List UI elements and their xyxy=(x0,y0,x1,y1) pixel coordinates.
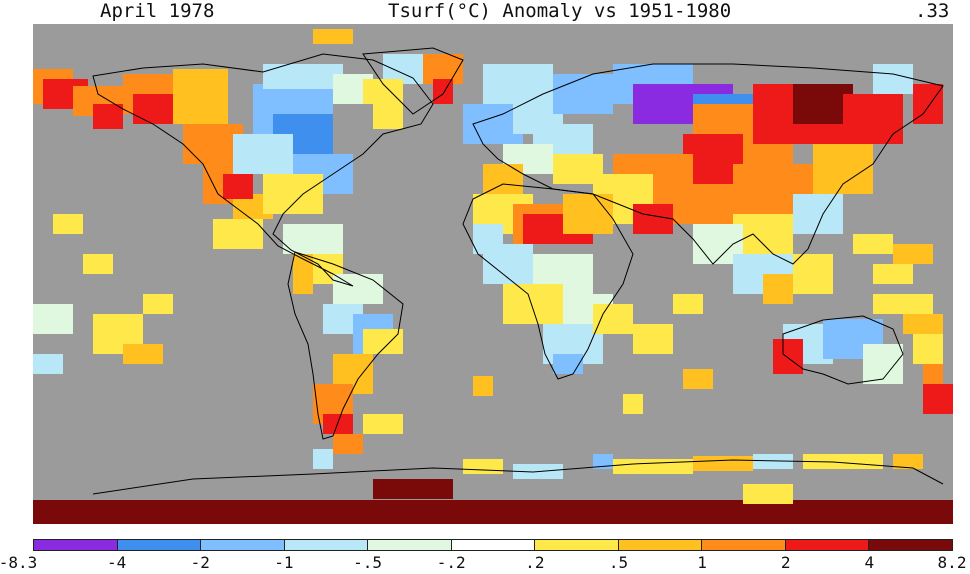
eurasia-outline xyxy=(472,63,944,265)
anomaly-cell xyxy=(33,500,953,524)
anomaly-cell xyxy=(363,79,403,104)
color-legend-ticks: -8.3 -4 -2 -1 -.5 -.2 .2 .5 1 2 4 8.2 xyxy=(0,553,970,573)
anomaly-cell xyxy=(593,454,613,469)
anomaly-cell xyxy=(173,69,228,124)
legend-tick-label: -2 xyxy=(190,553,210,572)
anomaly-cell xyxy=(623,394,643,414)
anomaly-cell xyxy=(313,29,353,44)
anomaly-cell xyxy=(893,454,923,469)
legend-swatch xyxy=(451,540,536,550)
legend-tick-label: -1 xyxy=(274,553,294,572)
legend-swatch xyxy=(535,540,619,550)
north-america-outline xyxy=(92,53,434,287)
anomaly-cell xyxy=(843,94,903,144)
anomaly-cell xyxy=(213,219,263,249)
anomaly-cell xyxy=(473,224,503,254)
legend-swatch xyxy=(368,540,452,550)
legend-swatch xyxy=(117,540,202,550)
coastlines xyxy=(92,47,944,495)
anomaly-cell xyxy=(53,214,83,234)
legend-tick-label: -8.3 xyxy=(0,553,38,572)
legend-swatch xyxy=(618,540,703,550)
anomaly-cell xyxy=(263,174,323,214)
anomaly-cell xyxy=(813,144,873,194)
legend-swatch xyxy=(785,540,870,550)
anomaly-cell xyxy=(133,94,173,124)
anomaly-cell xyxy=(473,376,493,396)
legend-tick-label: 4 xyxy=(864,553,875,572)
global-mean-value: .33 xyxy=(915,0,950,22)
month-label: April 1978 xyxy=(100,0,215,22)
anomaly-cells xyxy=(33,29,953,524)
anomaly-cell xyxy=(143,294,173,314)
legend-swatch xyxy=(869,540,953,550)
color-legend-bar xyxy=(33,539,953,551)
anomaly-cell xyxy=(83,254,113,274)
legend-tick-label: .5 xyxy=(608,553,629,572)
anomaly-cell xyxy=(553,74,613,114)
anomaly-cell xyxy=(483,164,523,194)
anomaly-cell xyxy=(233,134,293,174)
anomaly-cell xyxy=(893,244,933,264)
legend-swatch xyxy=(34,540,118,550)
anomaly-cell xyxy=(293,254,313,294)
anomaly-cell xyxy=(263,64,343,89)
legend-tick-label: 2 xyxy=(780,553,791,572)
greenland-outline xyxy=(362,47,464,115)
legend-tick-label: -.5 xyxy=(353,553,382,572)
south-america-outline xyxy=(287,251,404,440)
anomaly-cell xyxy=(613,459,693,474)
anomaly-cell xyxy=(903,314,943,334)
anomaly-cell xyxy=(633,324,673,354)
anomaly-cell xyxy=(283,224,343,254)
anomaly-cell xyxy=(743,484,793,504)
anomaly-cell xyxy=(793,194,843,234)
anomaly-cell xyxy=(873,64,913,94)
anomaly-cell xyxy=(463,459,503,474)
anomaly-cell xyxy=(923,384,953,414)
anomaly-cell xyxy=(863,344,903,384)
legend-tick-label: -.2 xyxy=(436,553,466,572)
map-title: Tsurf(°C) Anomaly vs 1951-1980 xyxy=(388,0,732,22)
anomaly-cell xyxy=(753,454,793,469)
anomaly-cell xyxy=(323,414,353,434)
anomaly-cell xyxy=(123,344,163,364)
anomaly-cell xyxy=(373,479,453,499)
anomaly-cell xyxy=(33,304,73,334)
anomaly-cell xyxy=(33,354,63,374)
antarctica-outline xyxy=(92,459,944,495)
anomaly-cell xyxy=(523,214,553,244)
legend-tick-label: .2 xyxy=(525,553,545,572)
anomaly-cell xyxy=(923,364,943,384)
legend-swatch xyxy=(284,540,369,550)
anomaly-cell xyxy=(793,254,833,294)
anomaly-cell xyxy=(333,434,363,454)
anomaly-cell xyxy=(853,234,893,254)
anomaly-cell xyxy=(503,284,563,324)
anomaly-cell xyxy=(773,339,803,374)
anomaly-cell xyxy=(373,104,403,129)
anomaly-cell xyxy=(693,456,753,471)
anomaly-cell xyxy=(763,274,793,304)
anomaly-cell xyxy=(683,369,713,389)
anomaly-cell xyxy=(223,174,253,199)
legend-swatch xyxy=(201,540,285,550)
anomaly-cell xyxy=(873,294,933,314)
anomaly-cell xyxy=(363,329,403,354)
anomaly-cell xyxy=(313,449,333,469)
anomaly-map xyxy=(33,24,953,524)
anomaly-cell xyxy=(873,264,913,284)
anomaly-cell xyxy=(633,204,673,234)
legend-tick-label: 8.2 xyxy=(937,553,967,572)
australia-outline xyxy=(782,315,904,385)
legend-swatch xyxy=(702,540,786,550)
anomaly-cell xyxy=(673,294,703,314)
anomaly-cell xyxy=(593,304,633,334)
legend-tick-label: 1 xyxy=(697,553,707,572)
anomaly-cell xyxy=(363,414,403,434)
anomaly-cell xyxy=(803,454,883,469)
anomaly-cell xyxy=(93,104,123,129)
legend-tick-label: -4 xyxy=(106,553,127,572)
anomaly-cell xyxy=(563,194,613,234)
